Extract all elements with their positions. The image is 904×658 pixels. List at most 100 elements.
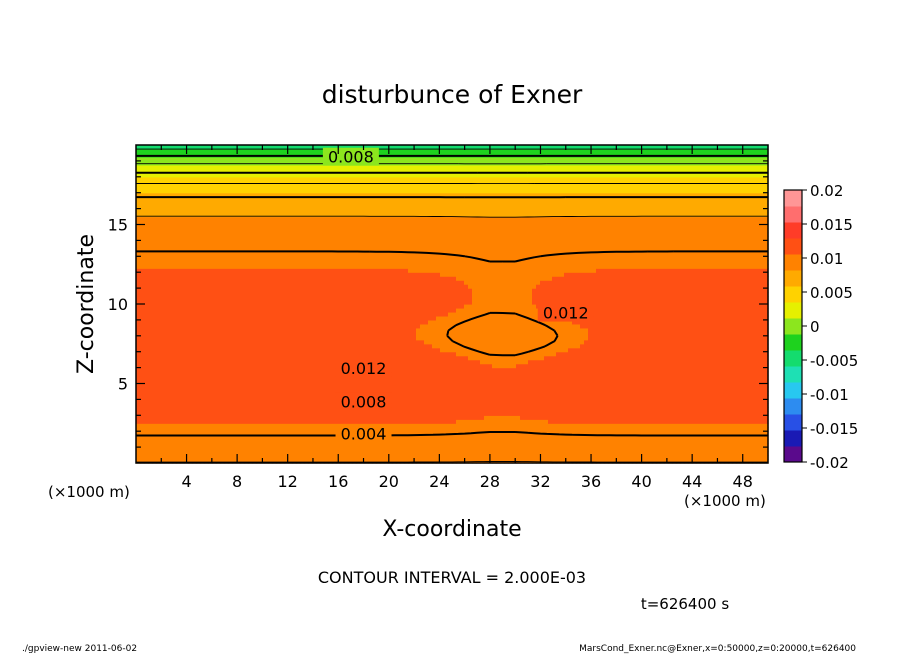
field-cell xyxy=(312,145,317,150)
field-cell xyxy=(192,208,197,214)
field-cell xyxy=(180,355,185,361)
field-cell xyxy=(288,145,293,150)
field-cell xyxy=(244,379,249,385)
field-cell xyxy=(372,256,377,261)
field-cell xyxy=(152,447,157,452)
field-cell xyxy=(192,439,197,444)
field-cell xyxy=(172,403,177,408)
field-cell xyxy=(144,379,149,385)
field-cell xyxy=(152,339,157,345)
field-cell xyxy=(240,447,245,452)
field-cell xyxy=(356,232,361,238)
field-cell xyxy=(136,355,141,361)
field-cell xyxy=(148,363,153,369)
field-cell xyxy=(176,160,181,166)
field-cell xyxy=(168,164,173,170)
field-cell xyxy=(184,164,189,170)
field-cell xyxy=(180,407,185,412)
field-cell xyxy=(352,311,357,317)
field-cell xyxy=(188,407,193,412)
field-cell xyxy=(360,455,365,460)
field-cell xyxy=(368,304,373,309)
field-cell xyxy=(148,427,153,432)
field-cell xyxy=(208,268,213,273)
field-cell xyxy=(284,296,289,301)
field-cell xyxy=(172,347,177,353)
field-cell xyxy=(304,391,309,397)
field-cell xyxy=(200,371,205,377)
field-cell xyxy=(300,383,305,389)
field-cell xyxy=(216,184,221,190)
field-cell xyxy=(300,323,305,329)
field-cell xyxy=(192,172,197,178)
field-cell xyxy=(196,443,201,448)
field-cell xyxy=(184,323,189,329)
field-cell xyxy=(352,192,357,198)
field-cell xyxy=(172,236,177,241)
field-cell xyxy=(196,383,201,389)
field-cell xyxy=(164,363,169,369)
field-cell xyxy=(372,244,377,249)
field-cell xyxy=(376,256,381,261)
field-cell xyxy=(244,292,249,297)
field-cell xyxy=(268,379,273,385)
field-cell xyxy=(356,220,361,226)
field-cell xyxy=(248,288,253,293)
field-cell xyxy=(148,280,153,285)
field-cell xyxy=(160,379,165,385)
field-cell xyxy=(276,176,281,182)
field-cell xyxy=(300,327,305,333)
field-cell xyxy=(276,427,281,432)
field-cell xyxy=(224,375,229,381)
field-cell xyxy=(356,196,361,202)
field-cell xyxy=(144,455,149,460)
field-cell xyxy=(308,272,313,277)
field-cell xyxy=(260,391,265,397)
field-cell xyxy=(228,164,233,170)
field-cell xyxy=(228,403,233,408)
field-cell xyxy=(188,208,193,214)
field-cell xyxy=(288,327,293,333)
field-cell xyxy=(280,311,285,317)
field-cell xyxy=(320,423,325,428)
field-cell xyxy=(252,407,257,412)
field-cell xyxy=(208,387,213,393)
field-cell xyxy=(196,423,201,428)
field-cell xyxy=(332,423,337,428)
chart-title: disturbunce of Exner xyxy=(322,80,583,109)
field-cell xyxy=(176,244,181,249)
field-cell xyxy=(364,415,369,420)
field-cell xyxy=(168,395,173,400)
field-cell xyxy=(324,224,329,230)
field-cell xyxy=(336,351,341,357)
field-cell xyxy=(200,395,205,400)
field-cell xyxy=(292,423,297,428)
field-cell xyxy=(224,252,229,257)
field-cell xyxy=(268,264,273,269)
field-cell xyxy=(364,244,369,249)
field-cell xyxy=(200,399,205,404)
field-cell xyxy=(340,300,345,305)
field-cell xyxy=(228,431,233,436)
field-cell xyxy=(312,272,317,277)
field-cell xyxy=(284,212,289,218)
field-cell xyxy=(208,411,213,416)
field-cell xyxy=(336,236,341,241)
field-cell xyxy=(172,232,177,238)
field-cell xyxy=(276,196,281,202)
field-cell xyxy=(308,407,313,412)
field-cell xyxy=(368,447,373,452)
field-cell xyxy=(304,188,309,194)
field-cell xyxy=(284,200,289,206)
field-cell xyxy=(156,268,161,273)
field-cell xyxy=(332,431,337,436)
field-cell xyxy=(160,212,165,218)
field-cell xyxy=(196,216,201,222)
field-cell xyxy=(248,272,253,277)
field-cell xyxy=(256,184,261,190)
field-cell xyxy=(156,359,161,365)
field-cell xyxy=(316,399,321,404)
field-cell xyxy=(152,220,157,226)
field-cell xyxy=(144,411,149,416)
field-cell xyxy=(176,204,181,210)
